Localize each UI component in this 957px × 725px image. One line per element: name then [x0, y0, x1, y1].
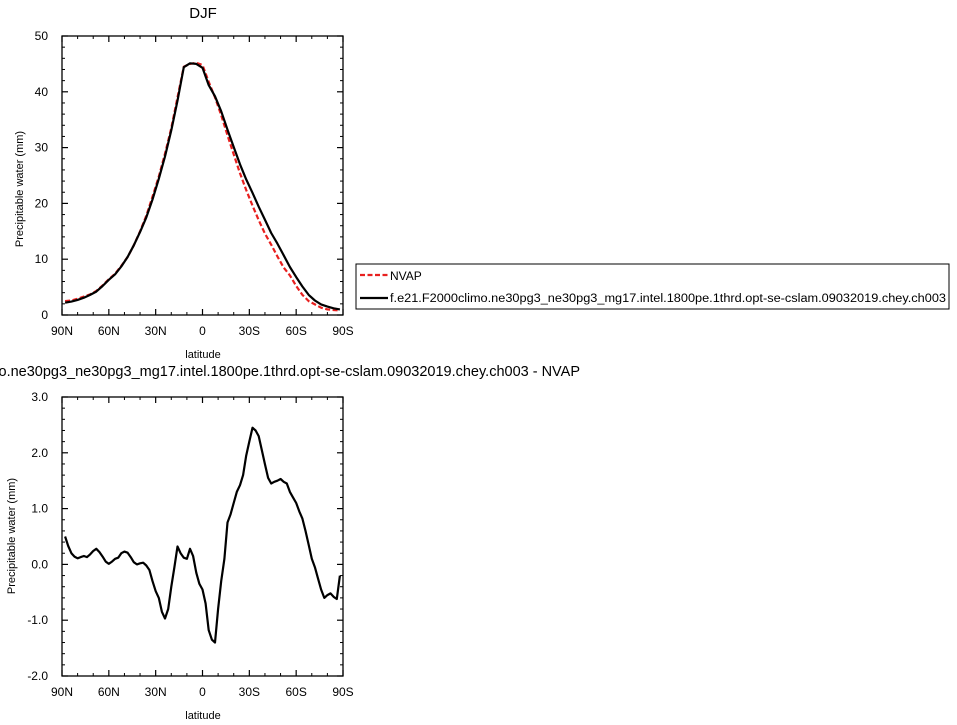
chart0-xtick-label-3: 0 [199, 324, 206, 338]
chart0-xtick-label-1: 60N [98, 324, 120, 338]
chart1-series-0-line [64, 426, 341, 644]
chart1-ytick-label-0: -2.0 [27, 669, 48, 683]
chart1-xtick-label-6: 90S [332, 685, 353, 699]
legend-box [355, 263, 950, 310]
legend-label-nvap: NVAP [390, 269, 422, 283]
chart1-xtick-label-4: 30S [239, 685, 260, 699]
chart1-frame [61, 396, 344, 677]
legend-label-model: f.e21.F2000climo.ne30pg3_ne30pg3_mg17.in… [390, 293, 946, 305]
chart0-xtick-label-6: 90S [332, 324, 353, 338]
chart0-plot-area: 90N 60N 30N 0 30S 60S 90S 0 10 20 30 40 50 [35, 29, 354, 338]
chart0-series-1-line [64, 62, 341, 311]
chart0-ytick-label-1: 10 [35, 252, 49, 266]
chart0-xlabel: latitude [185, 349, 220, 361]
chart0-xtick-label-0: 90N [51, 324, 73, 338]
chart0-xtick-label-5: 60S [285, 324, 306, 338]
chart1-xtick-label-1: 60N [98, 685, 120, 699]
chart0-ylabel: Precipitable water (mm) [14, 131, 26, 247]
chart0-xtick-label-2: 30N [145, 324, 167, 338]
chart0-ytick-label-4: 40 [35, 85, 49, 99]
chart1-plot-area: 90N 60N 30N 0 30S 60S 90S -2.0 -1.0 0.0 1.0 2.0 3.0 [27, 390, 353, 699]
chart0-frame [61, 35, 344, 316]
chart1-ylabel: Precipitable water (mm) [6, 478, 18, 594]
chart1-xtick-label-0: 90N [51, 685, 73, 699]
chart0-xtick-label-4: 30S [239, 324, 260, 338]
chart0-legend: NVAP f.e21.F2000climo.ne30pg3_ne30pg3_mg… [355, 263, 950, 310]
chart1-xtick-label-2: 30N [145, 685, 167, 699]
chart0-ytick-label-5: 50 [35, 29, 49, 43]
chart1-xtick-label-5: 60S [285, 685, 306, 699]
chart0-series-0-line [64, 61, 340, 312]
chart1-ytick-label-1: -1.0 [27, 613, 48, 627]
difference-line-chart: f.e21.F2000climo.ne30pg3_ne30pg3_mg17.in… [0, 364, 580, 722]
chart1-ytick-label-5: 3.0 [31, 390, 48, 404]
chart0-ytick-label-2: 20 [35, 196, 49, 210]
chart0-ytick-label-3: 30 [35, 141, 49, 155]
chart0-ytick-label-0: 0 [41, 308, 48, 322]
chart1-xlabel: latitude [185, 710, 220, 722]
chart1-ytick-label-4: 2.0 [31, 446, 48, 460]
djf-line-chart: DJF Precipitable water (mm) latitude 90N… [14, 5, 950, 361]
chart1-xtick-label-3: 0 [199, 685, 206, 699]
chart1-ytick-label-3: 1.0 [31, 502, 48, 516]
chart1-title: f.e21.F2000climo.ne30pg3_ne30pg3_mg17.in… [0, 364, 580, 380]
chart1-ytick-label-2: 0.0 [31, 557, 48, 571]
chart0-title: DJF [189, 5, 217, 22]
